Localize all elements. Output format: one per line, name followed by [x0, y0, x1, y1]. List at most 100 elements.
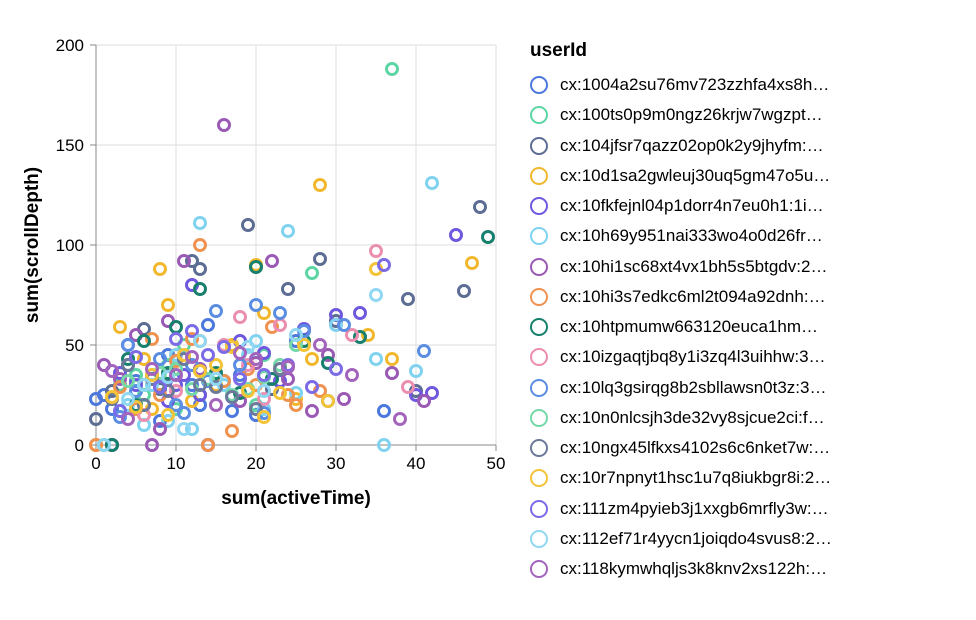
data-point[interactable]	[257, 306, 271, 320]
data-point[interactable]	[233, 310, 247, 324]
data-point[interactable]	[297, 338, 311, 352]
data-point[interactable]	[105, 364, 119, 378]
legend-item[interactable]: cx:10fkfejnl04p1dorr4n7eu0h1:1i…	[530, 191, 832, 221]
data-point[interactable]	[193, 262, 207, 276]
data-point[interactable]	[185, 332, 199, 346]
legend-item[interactable]: cx:112ef71r4yycn1joiqdo4svus8:2…	[530, 524, 832, 554]
data-point[interactable]	[345, 368, 359, 382]
data-point[interactable]	[281, 360, 295, 374]
data-point[interactable]	[169, 384, 183, 398]
data-point[interactable]	[185, 254, 199, 268]
data-point[interactable]	[465, 256, 479, 270]
data-point[interactable]	[257, 410, 271, 424]
data-point[interactable]	[185, 422, 199, 436]
data-point[interactable]	[145, 332, 159, 346]
data-point[interactable]	[161, 298, 175, 312]
data-point[interactable]	[385, 366, 399, 380]
legend-item[interactable]: cx:118kymwhqljs3k8knv2xs122h:…	[530, 554, 832, 584]
data-point[interactable]	[273, 386, 287, 400]
data-point[interactable]	[321, 348, 335, 362]
data-point[interactable]	[161, 370, 175, 384]
data-point[interactable]	[313, 338, 327, 352]
data-point[interactable]	[233, 346, 247, 360]
data-point[interactable]	[121, 352, 135, 366]
legend-item[interactable]: cx:104jfsr7qazz02op0k2y9jhyfm:…	[530, 131, 832, 161]
data-point[interactable]	[425, 176, 439, 190]
data-point[interactable]	[145, 362, 159, 376]
data-point[interactable]	[169, 398, 183, 412]
data-point[interactable]	[201, 348, 215, 362]
legend-item[interactable]: cx:10hi1sc68xt4vx1bh5s5btgdv:2…	[530, 252, 832, 282]
data-point[interactable]	[393, 412, 407, 426]
data-point[interactable]	[289, 328, 303, 342]
legend-item[interactable]: cx:10izgaqtjbq8y1i3zq4l3uihhw:3…	[530, 342, 832, 372]
data-point[interactable]	[209, 398, 223, 412]
data-point[interactable]	[265, 320, 279, 334]
data-point[interactable]	[257, 384, 271, 398]
data-point[interactable]	[137, 378, 151, 392]
data-point[interactable]	[193, 378, 207, 392]
data-point[interactable]	[145, 438, 159, 452]
data-point[interactable]	[113, 372, 127, 386]
data-point[interactable]	[473, 200, 487, 214]
data-point[interactable]	[385, 352, 399, 366]
data-point[interactable]	[377, 258, 391, 272]
legend-item[interactable]: cx:100ts0p9m0ngz26krjw7wgzpt…	[530, 100, 832, 130]
data-point[interactable]	[281, 224, 295, 238]
data-point[interactable]	[129, 350, 143, 364]
data-point[interactable]	[137, 398, 151, 412]
data-point[interactable]	[209, 372, 223, 386]
data-point[interactable]	[177, 422, 191, 436]
data-point[interactable]	[177, 348, 191, 362]
data-point[interactable]	[137, 334, 151, 348]
data-point[interactable]	[249, 260, 263, 274]
legend-item[interactable]: cx:10r7npnyt1hsc1u7q8iukbgr8i:2…	[530, 463, 832, 493]
data-point[interactable]	[113, 320, 127, 334]
data-point[interactable]	[145, 368, 159, 382]
data-point[interactable]	[113, 410, 127, 424]
data-point[interactable]	[353, 330, 367, 344]
data-point[interactable]	[201, 438, 215, 452]
data-point[interactable]	[249, 298, 263, 312]
data-point[interactable]	[281, 388, 295, 402]
data-point[interactable]	[89, 412, 103, 426]
data-point[interactable]	[457, 284, 471, 298]
data-point[interactable]	[129, 400, 143, 414]
data-point[interactable]	[105, 438, 119, 452]
data-point[interactable]	[177, 406, 191, 420]
legend-item[interactable]: cx:10hi3s7edkc6ml2t094a92dnh:…	[530, 282, 832, 312]
data-point[interactable]	[177, 254, 191, 268]
legend-item[interactable]: cx:1004a2su76mv723zzhfa4xs8h…	[530, 70, 832, 100]
data-point[interactable]	[121, 412, 135, 426]
data-point[interactable]	[401, 292, 415, 306]
data-point[interactable]	[153, 262, 167, 276]
data-point[interactable]	[193, 238, 207, 252]
legend-item[interactable]: cx:10lq3gsirqg8b2sbllawsn0t3z:3…	[530, 373, 832, 403]
data-point[interactable]	[121, 374, 135, 388]
data-point[interactable]	[209, 358, 223, 372]
data-point[interactable]	[265, 254, 279, 268]
data-point[interactable]	[257, 368, 271, 382]
data-point[interactable]	[209, 380, 223, 394]
data-point[interactable]	[305, 404, 319, 418]
data-point[interactable]	[169, 362, 183, 376]
data-point[interactable]	[417, 394, 431, 408]
data-point[interactable]	[185, 324, 199, 338]
data-point[interactable]	[305, 380, 319, 394]
data-point[interactable]	[257, 392, 271, 406]
data-point[interactable]	[425, 386, 439, 400]
data-point[interactable]	[193, 334, 207, 348]
data-point[interactable]	[345, 328, 359, 342]
data-point[interactable]	[409, 364, 423, 378]
data-point[interactable]	[241, 218, 255, 232]
data-point[interactable]	[89, 438, 103, 452]
data-point[interactable]	[225, 424, 239, 438]
data-point[interactable]	[161, 414, 175, 428]
data-point[interactable]	[369, 244, 383, 258]
data-point[interactable]	[217, 118, 231, 132]
data-point[interactable]	[401, 380, 415, 394]
data-point[interactable]	[169, 368, 183, 382]
data-point[interactable]	[281, 282, 295, 296]
data-point[interactable]	[329, 318, 343, 332]
data-point[interactable]	[417, 344, 431, 358]
